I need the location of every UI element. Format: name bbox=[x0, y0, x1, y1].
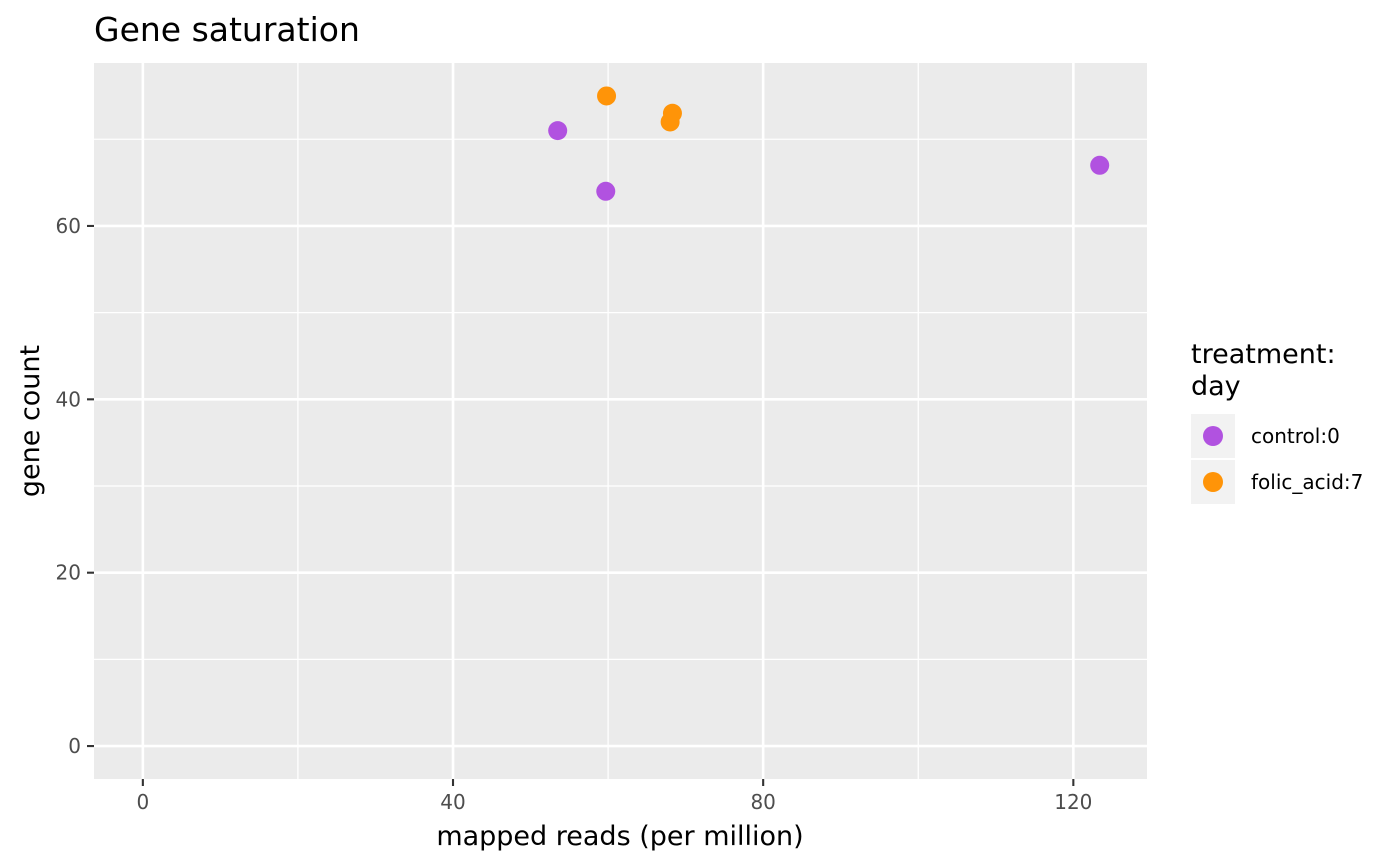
x-tick-label: 80 bbox=[750, 790, 775, 814]
legend-items: control:0 folic_acid:7 bbox=[1191, 414, 1363, 504]
y-axis-title: gene count bbox=[15, 345, 46, 497]
legend-label-control-0: control:0 bbox=[1251, 424, 1340, 448]
legend-title-line-1: treatment: bbox=[1191, 339, 1336, 370]
minor-gridlines bbox=[94, 63, 1147, 779]
y-tick-label: 60 bbox=[56, 214, 81, 238]
data-point-control-0 bbox=[1090, 155, 1110, 175]
legend-marker-folic-acid-7 bbox=[1203, 472, 1223, 492]
major-gridlines bbox=[94, 63, 1147, 779]
data-point-folic-acid-7 bbox=[662, 103, 682, 123]
legend-title-line-2: day bbox=[1191, 371, 1241, 402]
plot-panel bbox=[94, 63, 1147, 779]
x-axis-title: mapped reads (per million) bbox=[436, 821, 803, 852]
x-tick-label: 40 bbox=[440, 790, 465, 814]
legend-marker-control-0 bbox=[1203, 426, 1223, 446]
x-tick-label: 0 bbox=[136, 790, 149, 814]
y-axis: 0 20 40 60 bbox=[56, 214, 94, 758]
data-points bbox=[548, 86, 1110, 201]
x-tick-label: 120 bbox=[1054, 790, 1092, 814]
data-point-control-0 bbox=[596, 181, 616, 201]
data-point-folic-acid-7 bbox=[597, 86, 617, 106]
chart-title: Gene saturation bbox=[94, 10, 360, 49]
y-tick-label: 0 bbox=[68, 734, 81, 758]
legend: treatment: day control:0 folic_acid:7 bbox=[1191, 339, 1363, 504]
data-point-control-0 bbox=[548, 121, 568, 141]
legend-label-folic-acid-7: folic_acid:7 bbox=[1251, 470, 1363, 494]
y-tick-label: 40 bbox=[56, 387, 81, 411]
y-tick-label: 20 bbox=[56, 561, 81, 585]
x-axis: 0 40 80 120 bbox=[136, 779, 1092, 814]
